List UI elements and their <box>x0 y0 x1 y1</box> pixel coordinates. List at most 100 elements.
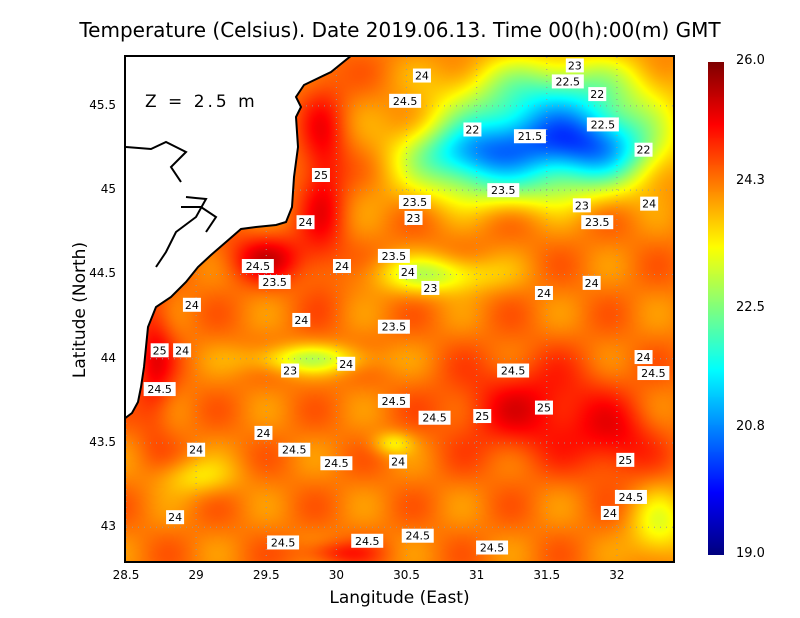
contour-label: 23 <box>572 198 591 213</box>
contour-label: 22 <box>634 142 653 157</box>
contour-label: 24.5 <box>143 382 176 397</box>
svg-text:23: 23 <box>568 59 582 72</box>
svg-text:24: 24 <box>637 351 651 364</box>
contour-label: 24 <box>337 356 356 371</box>
chart-title: Temperature (Celsius). Date 2019.06.13. … <box>79 18 721 42</box>
svg-text:25: 25 <box>153 344 167 357</box>
y-tick-label: 45 <box>100 182 116 197</box>
svg-text:23.5: 23.5 <box>382 321 407 334</box>
svg-text:24: 24 <box>537 287 551 300</box>
svg-text:23: 23 <box>575 199 589 212</box>
contour-label: 24 <box>398 264 417 279</box>
colorbar-tick-label: 24.3 <box>736 172 765 188</box>
land-coastline <box>126 57 352 419</box>
x-tick-label: 30.5 <box>393 568 420 582</box>
x-tick-label: 28.5 <box>112 568 140 582</box>
contour-label: 22.5 <box>551 74 584 89</box>
colorbar-tick-label: 22.5 <box>736 299 765 315</box>
contour-label: 24 <box>634 350 653 365</box>
colorbar-tick-label: 19.0 <box>736 546 765 561</box>
contour-label: 24.5 <box>320 456 353 471</box>
contour-label: 24.5 <box>418 410 451 425</box>
contour-label: 22 <box>463 122 482 137</box>
y-tick-label: 45.5 <box>89 97 116 112</box>
contour-label: 23 <box>421 280 440 295</box>
svg-text:24.5: 24.5 <box>393 95 418 108</box>
y-tick-label: 44.5 <box>89 266 116 281</box>
svg-text:25: 25 <box>314 169 328 182</box>
contour-label: 24.5 <box>476 540 509 555</box>
contour-label: 25 <box>311 167 330 182</box>
contour-label: 24 <box>254 425 273 440</box>
map-plot-area: 24 24.5 23 22.5 22 22 21.5 22.5 22 25 23.5 23.5 23 23… <box>124 55 675 563</box>
svg-text:24: 24 <box>168 511 182 524</box>
svg-text:22.5: 22.5 <box>591 118 616 131</box>
svg-text:21.5: 21.5 <box>518 130 543 143</box>
svg-text:24.5: 24.5 <box>405 530 430 543</box>
svg-text:24.5: 24.5 <box>619 491 644 504</box>
contour-label: 23.5 <box>398 194 431 209</box>
svg-text:24: 24 <box>294 314 308 327</box>
contour-label: 24 <box>292 312 311 327</box>
contour-label: 24.5 <box>401 528 434 543</box>
svg-text:23: 23 <box>283 365 297 378</box>
y-tick-label: 43.5 <box>89 435 116 449</box>
x-tick-label: 32 <box>609 568 625 582</box>
svg-text:24: 24 <box>335 260 349 273</box>
svg-text:24: 24 <box>339 358 353 371</box>
svg-text:23.5: 23.5 <box>403 196 428 209</box>
x-tick-label: 31.5 <box>533 568 561 582</box>
svg-text:24.5: 24.5 <box>271 536 296 549</box>
contour-label: 25 <box>150 343 169 358</box>
svg-text:24.5: 24.5 <box>641 367 666 380</box>
lagoon-outline <box>126 140 218 268</box>
svg-text:23.5: 23.5 <box>491 184 516 197</box>
svg-text:24: 24 <box>175 344 189 357</box>
svg-text:22: 22 <box>637 144 651 157</box>
contour-label: 24.5 <box>497 363 530 378</box>
contour-label: 24 <box>296 215 315 230</box>
svg-text:24.5: 24.5 <box>282 444 307 457</box>
x-tick-label: 30 <box>328 568 345 582</box>
contour-label: 24 <box>187 442 206 457</box>
contour-label: 24.5 <box>241 259 274 274</box>
contour-label: 24.5 <box>389 93 422 108</box>
svg-text:24.5: 24.5 <box>324 457 349 470</box>
svg-text:24.5: 24.5 <box>422 412 447 425</box>
contour-label: 24 <box>173 343 192 358</box>
contour-label: 24 <box>389 454 408 469</box>
svg-text:23.5: 23.5 <box>585 216 610 229</box>
contour-label: 22.5 <box>586 117 619 132</box>
svg-text:24: 24 <box>415 70 429 83</box>
svg-text:24.5: 24.5 <box>355 535 380 548</box>
svg-text:24: 24 <box>642 198 656 211</box>
svg-text:24: 24 <box>603 507 617 520</box>
svg-text:25: 25 <box>475 410 489 423</box>
svg-text:24.5: 24.5 <box>147 383 172 396</box>
contour-label: 25 <box>616 452 635 467</box>
map-overlay: 2424.52322.5222221.522.5222523.523.52323… <box>126 57 673 561</box>
contour-label: 24 <box>332 259 351 274</box>
contour-labels: 2424.52322.5222221.522.5222523.523.52323… <box>143 58 670 555</box>
svg-text:22: 22 <box>590 88 604 101</box>
svg-text:24: 24 <box>299 216 313 229</box>
svg-text:22: 22 <box>465 123 479 136</box>
svg-text:24: 24 <box>401 266 415 279</box>
svg-text:24: 24 <box>585 277 599 290</box>
contour-label: 25 <box>534 400 553 415</box>
svg-text:22.5: 22.5 <box>556 75 581 88</box>
contour-label: 24.5 <box>637 366 670 381</box>
svg-text:24.5: 24.5 <box>246 260 270 273</box>
contour-label: 24.5 <box>278 442 311 457</box>
contour-label: 24 <box>534 285 553 300</box>
y-tick-label: 43 <box>100 519 116 534</box>
svg-text:23: 23 <box>423 282 437 295</box>
x-tick-label: 29 <box>188 568 204 582</box>
depth-label: Z = 2.5 m <box>145 92 258 112</box>
y-tick-label: 44 <box>100 350 116 365</box>
contour-label: 21.5 <box>513 129 546 144</box>
svg-text:24: 24 <box>391 456 405 469</box>
contour-label: 23.5 <box>581 215 614 230</box>
svg-text:24: 24 <box>256 427 270 440</box>
